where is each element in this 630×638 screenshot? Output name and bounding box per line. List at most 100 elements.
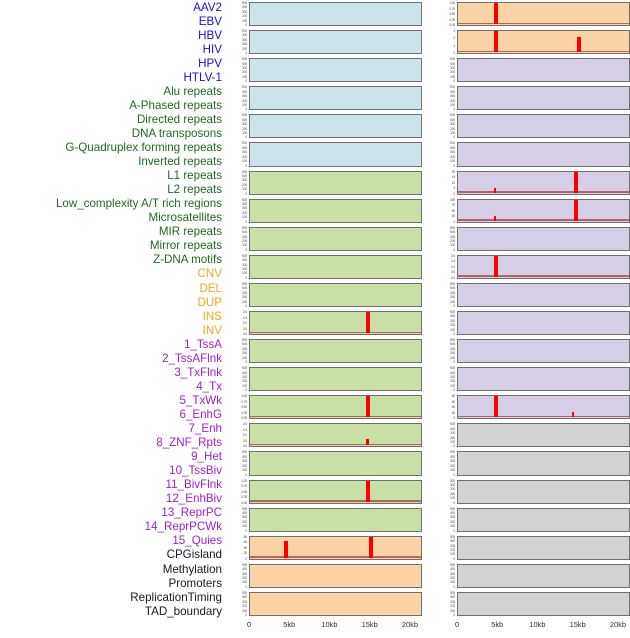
track-plot-area[interactable]	[249, 254, 422, 279]
track-data-bar[interactable]	[571, 411, 575, 418]
track-row[interactable]: 500 400 300 200 100 0	[232, 506, 422, 534]
track-data-bar[interactable]	[576, 37, 581, 53]
track-row[interactable]: 3 2 1 0	[440, 28, 630, 56]
track-plot-area[interactable]	[457, 86, 630, 111]
track-row[interactable]: 500 400 300 200 100 0	[440, 506, 630, 534]
track-data-bar[interactable]	[493, 188, 497, 193]
track-plot-area[interactable]	[249, 58, 422, 83]
track-data-bar[interactable]	[366, 480, 371, 502]
track-data-bar[interactable]	[366, 439, 369, 446]
track-plot-area[interactable]	[457, 367, 630, 392]
track-plot-area[interactable]	[249, 367, 422, 392]
track-row[interactable]: 500 400 300 200 100 0	[232, 112, 422, 140]
track-row[interactable]: 500 400 300 200 100 0	[232, 562, 422, 590]
track-plot-area[interactable]	[249, 339, 422, 364]
track-row[interactable]: 500 400 300 200 100 0	[232, 0, 422, 28]
track-plot-area[interactable]	[249, 423, 422, 448]
track-plot-area[interactable]	[457, 254, 630, 279]
track-plot-area[interactable]	[457, 563, 630, 588]
track-row[interactable]: 100 75 50 25 0	[440, 197, 630, 225]
track-plot-area[interactable]	[457, 226, 630, 251]
track-row[interactable]: 2.0 1.5 1.0 0.5 0.0	[440, 253, 630, 281]
track-row[interactable]: 500 400 300 200 100 0	[440, 478, 630, 506]
track-plot-area[interactable]	[249, 479, 422, 504]
track-data-bar[interactable]	[493, 255, 498, 277]
track-plot-area[interactable]	[249, 311, 422, 336]
track-plot-area[interactable]	[249, 198, 422, 223]
track-data-bar[interactable]	[493, 216, 497, 221]
track-plot-area[interactable]	[457, 30, 630, 55]
track-row[interactable]: 80 60 40 20 0	[440, 393, 630, 421]
track-data-bar[interactable]	[284, 541, 289, 558]
track-row[interactable]: 500 400 300 200 100 0	[232, 449, 422, 477]
track-plot-area[interactable]	[457, 395, 630, 420]
track-data-bar[interactable]	[493, 396, 498, 418]
track-data-bar[interactable]	[574, 171, 579, 193]
track-row[interactable]: 500 400 300 200 100 0	[232, 590, 422, 618]
track-row[interactable]: 1.00 0.75 0.50 0.25 0.00	[232, 393, 422, 421]
track-row[interactable]: 500 400 300 200 100 0	[232, 281, 422, 309]
track-plot-area[interactable]	[457, 58, 630, 83]
track-plot-area[interactable]	[249, 114, 422, 139]
track-row[interactable]: 500 400 300 200 100 0	[232, 365, 422, 393]
track-row[interactable]: 2.0 1.5 1.0 0.5 0.0	[232, 421, 422, 449]
track-row[interactable]: 500 400 300 200 100 0	[440, 590, 630, 618]
track-row[interactable]: 500 400 300 200 100 0	[232, 225, 422, 253]
track-row[interactable]: 500 400 300 200 100 0	[440, 365, 630, 393]
track-plot-area[interactable]	[457, 142, 630, 167]
track-plot-area[interactable]	[249, 170, 422, 195]
track-row[interactable]: 500 400 300 200 100 0	[440, 112, 630, 140]
track-data-bar[interactable]	[493, 3, 498, 25]
track-plot-area[interactable]	[249, 535, 422, 560]
track-row[interactable]: 500 400 300 200 100 0	[232, 337, 422, 365]
track-plot-area[interactable]	[457, 339, 630, 364]
track-plot-area[interactable]	[457, 451, 630, 476]
track-plot-area[interactable]	[249, 451, 422, 476]
track-row[interactable]: 500 400 300 200 100 0	[440, 309, 630, 337]
track-row[interactable]: 500 400 300 200 100 0	[440, 281, 630, 309]
track-plot-area[interactable]	[457, 282, 630, 307]
track-data-bar[interactable]	[366, 312, 371, 334]
track-row[interactable]: 1.00 0.75 0.50 0.25 0.00	[440, 0, 630, 28]
track-plot-area[interactable]	[457, 2, 630, 27]
track-row[interactable]: 20 15 10 5 0	[440, 169, 630, 197]
track-data-bar[interactable]	[369, 536, 374, 558]
track-plot-area[interactable]	[249, 563, 422, 588]
track-plot-area[interactable]	[249, 226, 422, 251]
track-plot-area[interactable]	[457, 423, 630, 448]
track-plot-area[interactable]	[249, 30, 422, 55]
track-plot-area[interactable]	[249, 142, 422, 167]
track-data-bar[interactable]	[493, 31, 498, 53]
track-row[interactable]: 500 400 300 200 100 0	[232, 84, 422, 112]
track-plot-area[interactable]	[249, 395, 422, 420]
track-plot-area[interactable]	[249, 507, 422, 532]
track-row[interactable]: 500 400 300 200 100 0	[440, 56, 630, 84]
track-row[interactable]: 500 400 300 200 100 0	[440, 449, 630, 477]
track-row[interactable]: 500 400 300 200 100 0	[440, 337, 630, 365]
track-plot-area[interactable]	[457, 311, 630, 336]
track-row[interactable]: 500 400 300 200 100 0	[440, 421, 630, 449]
track-plot-area[interactable]	[249, 282, 422, 307]
track-plot-area[interactable]	[249, 2, 422, 27]
track-data-bar[interactable]	[574, 199, 579, 221]
track-row[interactable]: 500 400 300 200 100 0	[440, 562, 630, 590]
track-row[interactable]: 500 400 300 200 100 0	[232, 28, 422, 56]
track-row[interactable]: 80 60 40 20 0	[232, 534, 422, 562]
track-row[interactable]: 1.00 0.75 0.50 0.25 0.00	[232, 478, 422, 506]
track-row[interactable]: 500 400 300 200 100 0	[232, 253, 422, 281]
track-row[interactable]: 500 400 300 200 100 0	[440, 225, 630, 253]
track-row[interactable]: 2.0 1.5 1.0 0.5 0.0	[232, 309, 422, 337]
track-plot-area[interactable]	[457, 507, 630, 532]
track-row[interactable]: 500 400 300 200 100 0	[440, 534, 630, 562]
track-plot-area[interactable]	[457, 198, 630, 223]
track-plot-area[interactable]	[457, 591, 630, 616]
track-plot-area[interactable]	[457, 114, 630, 139]
track-plot-area[interactable]	[457, 479, 630, 504]
track-row[interactable]: 500 400 300 200 100 0	[232, 197, 422, 225]
track-row[interactable]: 500 400 300 200 100 0	[440, 140, 630, 168]
track-plot-area[interactable]	[457, 170, 630, 195]
track-row[interactable]: 500 400 300 200 100 0	[232, 169, 422, 197]
track-row[interactable]: 500 400 300 200 100 0	[232, 56, 422, 84]
track-plot-area[interactable]	[457, 535, 630, 560]
track-data-bar[interactable]	[366, 396, 371, 418]
